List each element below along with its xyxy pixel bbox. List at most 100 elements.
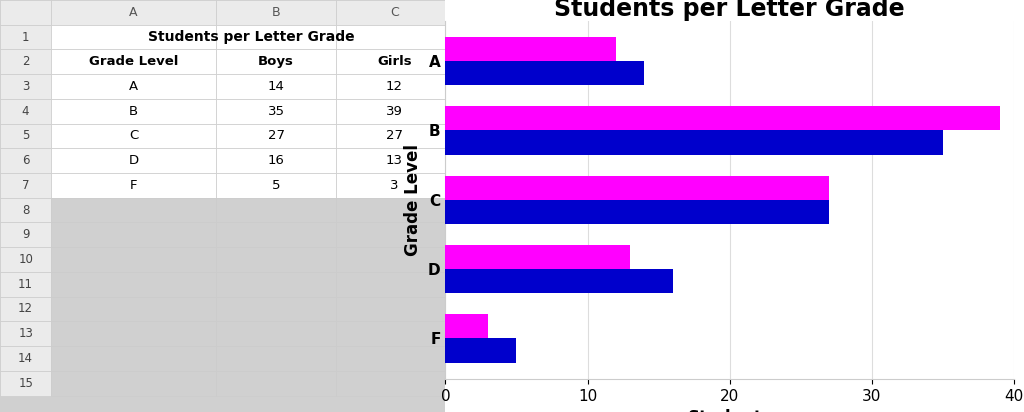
- Bar: [336, 222, 453, 247]
- Bar: [0, 222, 51, 247]
- Bar: [336, 371, 453, 396]
- Bar: [51, 25, 216, 49]
- Legend: Boys, Girls: Boys, Girls: [642, 0, 817, 5]
- Text: Students per Letter Grade: Students per Letter Grade: [148, 30, 355, 44]
- Bar: [445, 131, 943, 155]
- Text: 14: 14: [18, 352, 33, 365]
- Bar: [0, 124, 51, 148]
- Bar: [51, 198, 216, 222]
- Bar: [0, 74, 51, 99]
- Bar: [336, 25, 453, 49]
- Bar: [51, 272, 216, 297]
- Text: 9: 9: [22, 228, 30, 241]
- Bar: [0, 173, 51, 198]
- Text: 3: 3: [22, 80, 30, 93]
- Bar: [0, 0, 51, 25]
- Text: Boys: Boys: [258, 55, 294, 68]
- Bar: [0, 272, 51, 297]
- Bar: [0, 198, 51, 222]
- Bar: [216, 346, 336, 371]
- Bar: [0, 371, 51, 396]
- Text: 11: 11: [18, 278, 33, 291]
- Bar: [216, 0, 336, 25]
- Bar: [336, 124, 453, 148]
- Text: C: C: [390, 6, 398, 19]
- Bar: [336, 99, 453, 124]
- Y-axis label: Grade Level: Grade Level: [404, 144, 422, 256]
- Bar: [216, 49, 336, 74]
- Bar: [445, 269, 673, 293]
- Bar: [216, 74, 336, 99]
- Bar: [445, 314, 488, 339]
- Text: C: C: [129, 129, 138, 143]
- Bar: [51, 173, 216, 198]
- Bar: [336, 74, 453, 99]
- Text: 14: 14: [267, 80, 285, 93]
- Text: Girls: Girls: [377, 55, 412, 68]
- Bar: [445, 245, 630, 269]
- Bar: [216, 99, 336, 124]
- Text: 27: 27: [267, 129, 285, 143]
- Text: 6: 6: [22, 154, 30, 167]
- Text: B: B: [271, 6, 281, 19]
- Bar: [216, 321, 336, 346]
- Text: 12: 12: [386, 80, 402, 93]
- Bar: [51, 124, 216, 148]
- Bar: [445, 37, 615, 61]
- Text: B: B: [129, 105, 138, 118]
- Bar: [216, 173, 336, 198]
- Bar: [216, 222, 336, 247]
- Bar: [216, 371, 336, 396]
- Bar: [445, 200, 829, 224]
- Bar: [445, 61, 644, 85]
- Bar: [336, 198, 453, 222]
- Bar: [51, 321, 216, 346]
- Text: 35: 35: [267, 105, 285, 118]
- Bar: [51, 0, 216, 25]
- Bar: [336, 321, 453, 346]
- Bar: [0, 49, 51, 74]
- Bar: [216, 124, 336, 148]
- Bar: [336, 173, 453, 198]
- Text: 8: 8: [22, 204, 30, 217]
- Bar: [0, 297, 51, 321]
- Bar: [51, 297, 216, 321]
- Bar: [0, 148, 51, 173]
- Bar: [51, 148, 216, 173]
- Bar: [216, 25, 336, 49]
- Text: 4: 4: [22, 105, 30, 118]
- Bar: [445, 176, 829, 200]
- Text: 3: 3: [390, 179, 398, 192]
- Bar: [216, 272, 336, 297]
- Bar: [51, 371, 216, 396]
- Title: Students per Letter Grade: Students per Letter Grade: [554, 0, 905, 21]
- X-axis label: Students: Students: [687, 409, 772, 412]
- Bar: [336, 0, 453, 25]
- Text: 13: 13: [386, 154, 402, 167]
- Bar: [336, 272, 453, 297]
- Bar: [51, 247, 216, 272]
- Bar: [51, 49, 216, 74]
- Text: A: A: [129, 80, 138, 93]
- Bar: [51, 222, 216, 247]
- Bar: [0, 247, 51, 272]
- Bar: [336, 148, 453, 173]
- Bar: [0, 346, 51, 371]
- Bar: [51, 346, 216, 371]
- Bar: [216, 198, 336, 222]
- Bar: [336, 49, 453, 74]
- Bar: [0, 25, 51, 49]
- Bar: [216, 247, 336, 272]
- Text: 27: 27: [386, 129, 402, 143]
- Text: 7: 7: [22, 179, 30, 192]
- Text: 15: 15: [18, 377, 33, 390]
- Text: D: D: [129, 154, 138, 167]
- Text: 13: 13: [18, 327, 33, 340]
- Bar: [445, 106, 999, 131]
- Bar: [336, 247, 453, 272]
- Text: 16: 16: [267, 154, 285, 167]
- Text: F: F: [130, 179, 137, 192]
- Text: 2: 2: [22, 55, 30, 68]
- Text: 5: 5: [272, 179, 281, 192]
- Text: 5: 5: [22, 129, 30, 143]
